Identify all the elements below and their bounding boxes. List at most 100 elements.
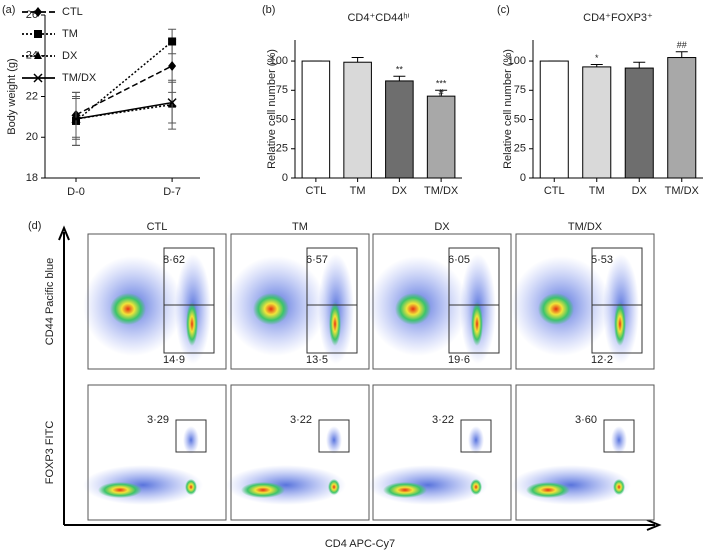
significance-label: ** <box>396 65 404 75</box>
chart-title: CD4⁺FOXP3⁺ <box>583 12 653 24</box>
y-tick-label: 20 <box>26 131 38 143</box>
density-core <box>470 479 482 495</box>
x-tick-label: TM/DX <box>424 185 459 197</box>
series-line <box>75 101 173 120</box>
gate-value: 5·53 <box>591 254 613 266</box>
y-tick-label: 25 <box>514 143 526 155</box>
density-haze <box>83 465 203 505</box>
gate-value: 13·5 <box>306 354 328 366</box>
x-tick-label: TM <box>350 185 366 197</box>
panel-label: (a) <box>2 4 15 16</box>
series-line <box>75 40 173 122</box>
panel-label: (b) <box>262 4 275 16</box>
y-tick-label: 75 <box>276 84 288 96</box>
gate-value: 6·57 <box>306 254 328 266</box>
density-core <box>613 479 625 495</box>
density-core <box>329 302 341 346</box>
error-bar <box>633 61 646 69</box>
gate-value: 3·22 <box>290 414 312 426</box>
legend-marker <box>33 73 43 83</box>
density-haze <box>611 426 627 454</box>
flow-plot: 3·22 <box>226 384 370 521</box>
density-core <box>253 293 289 325</box>
gate-value: 3·22 <box>432 414 454 426</box>
column-header: TM <box>292 221 308 233</box>
flow-plot: 5·53 12·2 <box>511 233 655 370</box>
y-tick-label: 100 <box>270 55 288 67</box>
legend-label: TM <box>62 28 78 40</box>
bar <box>343 61 372 179</box>
y-tick-label: 0 <box>282 172 288 184</box>
density-core <box>471 302 483 346</box>
gate <box>460 419 492 453</box>
bar <box>539 60 569 179</box>
gate <box>591 247 643 354</box>
gate-value: 8·62 <box>163 254 185 266</box>
y-arrow <box>58 225 70 525</box>
gate-value: 3·60 <box>575 414 597 426</box>
x-axis-label: CD4 APC-Cy7 <box>325 538 395 550</box>
flow-plot: 3·60 <box>511 384 655 521</box>
chart-title: CD4⁺CD44ʰⁱ <box>347 12 409 24</box>
x-tick-label: DX <box>392 185 408 197</box>
significance-label: * <box>595 53 599 63</box>
error-bar <box>351 57 364 63</box>
column-header: TM/DX <box>568 221 603 233</box>
marker <box>168 60 177 71</box>
flow-plot: 8·62 14·9 <box>83 233 227 370</box>
bar <box>385 80 414 179</box>
x-tick-label: D-7 <box>163 186 181 198</box>
gate-value: 19·6 <box>448 354 470 366</box>
density-core <box>538 293 574 325</box>
y-tick-label: 25 <box>276 143 288 155</box>
gate <box>318 419 350 453</box>
error-bar <box>675 51 688 58</box>
flow-plot: 6·05 19·6 <box>368 233 512 370</box>
flow-plot: 3·29 <box>83 384 227 521</box>
panel-label: (d) <box>28 220 41 232</box>
error-bar <box>435 89 448 97</box>
y-axis-label: CD44 Pacific blue <box>44 258 56 345</box>
legend-label: TM/DX <box>62 72 97 84</box>
y-axis-label: Relative cell number (%) <box>266 49 278 169</box>
column-header: DX <box>434 221 450 233</box>
significance-label: *** <box>436 79 447 89</box>
y-tick-label: 22 <box>26 90 38 102</box>
y-tick-label: 75 <box>514 84 526 96</box>
bar <box>301 60 331 179</box>
density-haze <box>368 465 488 505</box>
density-core <box>186 302 198 346</box>
density-haze <box>226 465 346 505</box>
legend-marker <box>34 7 42 17</box>
gate <box>163 247 215 354</box>
y-axis-label: FOXP3 FITC <box>44 421 56 485</box>
column-header: CTL <box>147 221 168 233</box>
gate-value: 6·05 <box>448 254 470 266</box>
y-tick-label: 100 <box>508 55 526 67</box>
bar <box>624 67 654 179</box>
y-tick-label: 50 <box>514 113 526 125</box>
marker <box>167 98 177 108</box>
x-tick-label: CTL <box>544 185 565 197</box>
gate <box>448 247 500 354</box>
density-haze <box>326 426 342 454</box>
y-tick-label: 0 <box>520 172 526 184</box>
significance-label: ## <box>677 40 687 50</box>
y-axis-label: Relative cell number (%) <box>502 49 514 169</box>
error-bar <box>393 75 406 81</box>
gate <box>175 419 207 453</box>
gate-value: 12·2 <box>591 354 613 366</box>
legend-marker <box>34 30 42 38</box>
y-axis-label: Body weight (g) <box>6 58 18 134</box>
significance-label: # <box>439 88 444 98</box>
gate <box>603 419 635 453</box>
density-core <box>383 482 427 498</box>
density-core <box>185 479 197 495</box>
gate <box>306 247 358 354</box>
density-core <box>241 482 285 498</box>
x-arrow <box>64 519 662 531</box>
x-tick-label: CTL <box>305 185 326 197</box>
bar <box>582 66 612 179</box>
density-haze <box>468 426 484 454</box>
